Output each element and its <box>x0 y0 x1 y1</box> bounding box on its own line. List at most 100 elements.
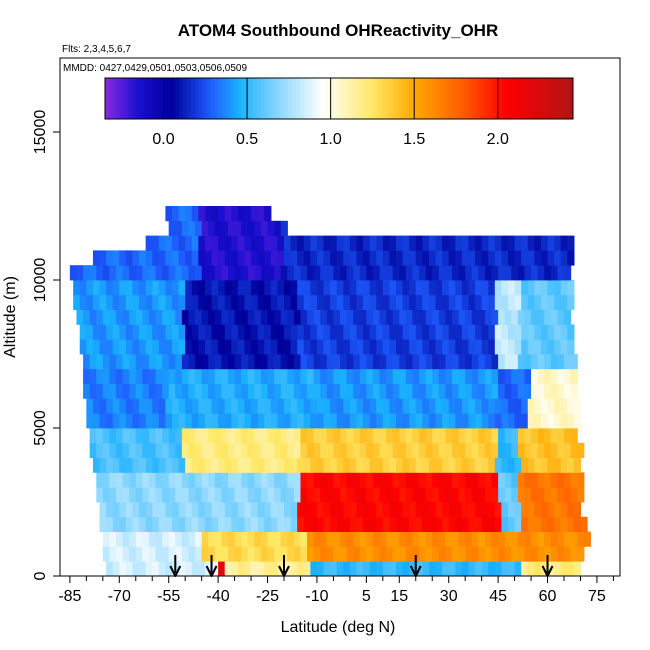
chart-title: ATOM4 Southbound OHReactivity_OHR <box>178 21 499 40</box>
heat-cell <box>274 428 282 444</box>
heat-cell <box>583 531 591 547</box>
heat-cell <box>310 235 318 251</box>
heat-cell <box>277 280 285 296</box>
heat-cell <box>168 309 176 325</box>
colorbar-segment <box>424 78 430 119</box>
heat-cell <box>488 457 496 473</box>
heat-cell <box>172 250 180 266</box>
heat-cell <box>448 339 456 355</box>
heat-cell <box>534 250 542 266</box>
heat-cell <box>392 531 400 547</box>
heat-cell <box>524 428 532 444</box>
heat-cell <box>396 413 404 429</box>
heat-cell <box>366 531 374 547</box>
heat-cell <box>442 324 450 340</box>
heat-cell <box>254 487 262 503</box>
heat-cell <box>244 250 252 266</box>
heat-cell <box>356 250 364 266</box>
heat-cell <box>284 398 292 414</box>
heat-cell <box>247 354 255 370</box>
heat-cell <box>379 442 387 458</box>
heat-cell <box>185 413 193 429</box>
heat-cell <box>300 472 308 488</box>
heat-cell <box>484 442 493 458</box>
heat-cell <box>340 472 348 488</box>
heat-cell <box>346 428 354 444</box>
heat-cell <box>264 294 272 310</box>
heat-cell <box>366 368 374 384</box>
heat-cell <box>168 487 176 503</box>
heat-cell <box>527 561 535 577</box>
heat-cell <box>185 561 193 577</box>
heat-cell <box>237 561 246 577</box>
heat-cell <box>152 457 160 473</box>
heat-cell <box>241 472 249 488</box>
heat-cell <box>531 265 539 281</box>
heat-cell <box>313 309 321 325</box>
heat-cell <box>326 442 335 458</box>
heat-cell <box>300 383 308 399</box>
heat-cell <box>494 294 503 310</box>
heat-cell <box>465 546 473 562</box>
heat-cell <box>402 339 410 355</box>
heat-cell <box>185 206 193 222</box>
colorbar-segment <box>171 78 176 119</box>
heat-cell <box>386 487 394 503</box>
heat-cell <box>346 472 354 488</box>
heat-cell <box>369 339 377 355</box>
heat-cell <box>293 265 302 281</box>
heat-cell <box>231 516 239 532</box>
heat-cell <box>135 383 143 399</box>
heat-cell <box>221 354 229 370</box>
heat-cell <box>145 339 153 355</box>
heat-cell <box>257 235 265 251</box>
heat-cell <box>320 442 328 458</box>
colorbar-segment <box>323 78 328 119</box>
heat-cell <box>425 368 433 384</box>
heat-cell <box>162 354 170 370</box>
heat-cell <box>287 428 295 444</box>
heat-cell <box>438 265 447 281</box>
heat-cell <box>247 368 255 384</box>
heat-cell <box>425 265 433 281</box>
heat-cell <box>343 502 351 518</box>
heat-cell <box>231 324 239 340</box>
heat-cell <box>234 354 242 370</box>
heat-cell <box>484 428 493 444</box>
heat-cell <box>247 487 255 503</box>
heat-cell <box>280 487 288 503</box>
heat-cell <box>573 457 582 473</box>
heat-cell <box>349 250 358 266</box>
heat-cell <box>162 428 170 444</box>
heat-cell <box>399 487 407 503</box>
heat-cell <box>221 546 229 562</box>
heat-cell <box>363 502 371 518</box>
heat-cell <box>372 472 381 488</box>
heat-cell <box>333 309 341 325</box>
heat-cell <box>168 220 176 236</box>
heat-cell <box>435 250 443 266</box>
heat-cell <box>428 457 437 473</box>
heat-cell <box>386 383 394 399</box>
heat-cell <box>514 502 522 518</box>
heat-cell <box>481 280 489 296</box>
heat-cell <box>165 339 173 355</box>
heat-cell <box>524 354 532 370</box>
heat-cell <box>89 309 97 325</box>
heat-cell <box>353 265 361 281</box>
heat-cell <box>425 442 433 458</box>
heat-cell <box>92 339 101 355</box>
heat-cell <box>550 487 559 503</box>
heat-cell <box>158 280 167 296</box>
heat-cell <box>303 502 311 518</box>
heat-cell <box>237 235 246 251</box>
colorbar-segment <box>518 78 523 119</box>
colorbar-segment <box>522 78 527 119</box>
heat-cell <box>129 354 137 370</box>
heat-cell <box>478 368 486 384</box>
heat-cell <box>208 546 216 562</box>
heat-cell <box>540 294 549 310</box>
heat-cell <box>198 457 206 473</box>
heat-cell <box>247 265 255 281</box>
heat-cell <box>257 339 265 355</box>
